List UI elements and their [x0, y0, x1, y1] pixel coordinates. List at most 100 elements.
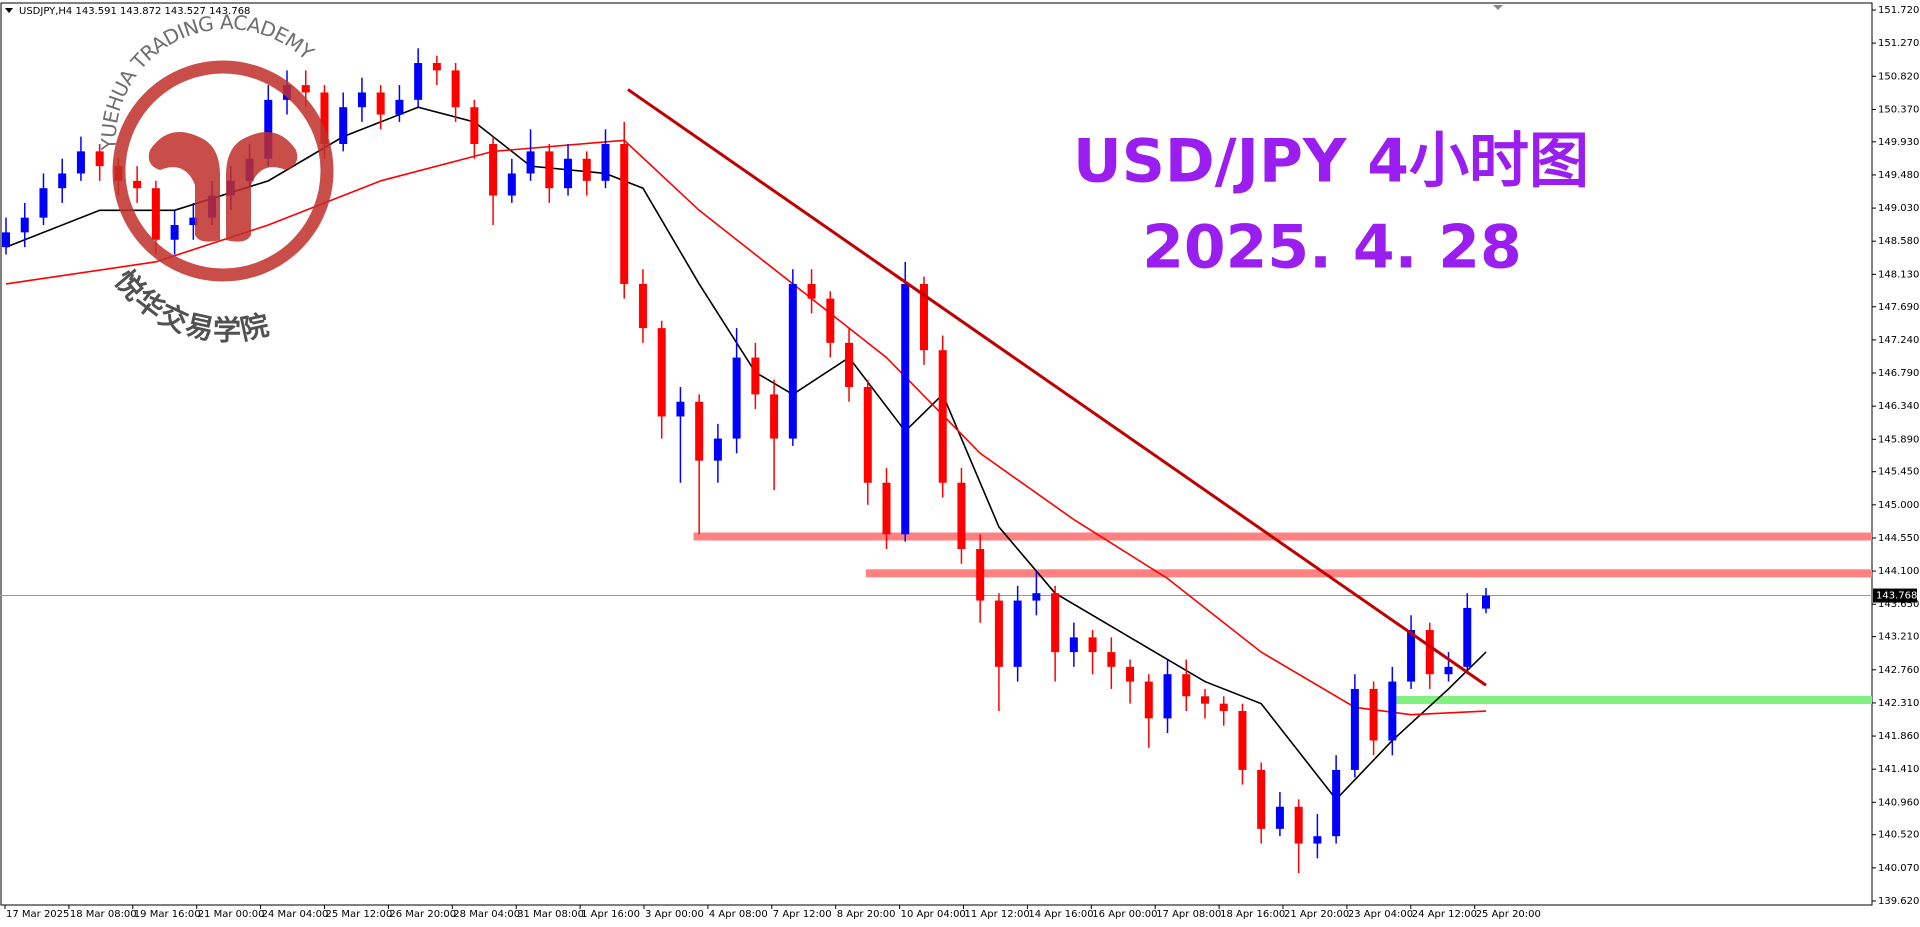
- candle-body: [1200, 696, 1209, 704]
- candle-body: [189, 217, 198, 226]
- y-tick-label: 151.270: [1878, 38, 1919, 49]
- level-zone: [1392, 695, 1872, 704]
- candle-body: [901, 283, 910, 535]
- candle-body: [638, 283, 647, 329]
- candle-body: [770, 394, 779, 439]
- candle-body: [1463, 607, 1472, 667]
- candle-body: [976, 549, 985, 601]
- candle-body: [676, 401, 685, 417]
- candle-body: [376, 92, 385, 115]
- y-tick-label: 143.210: [1878, 632, 1919, 643]
- x-tick-label: 19 Mar 16:00: [134, 909, 201, 920]
- candle-body: [788, 283, 797, 439]
- candle-body: [320, 92, 329, 145]
- candle-body: [845, 342, 854, 388]
- candle-body: [507, 173, 516, 196]
- x-tick-label: 18 Apr 16:00: [1220, 909, 1285, 920]
- y-tick-label: 142.760: [1878, 665, 1919, 676]
- candle-body: [470, 107, 479, 145]
- logo-leaf: [226, 132, 298, 242]
- candle-body: [582, 158, 591, 181]
- x-tick-label: 25 Apr 20:00: [1476, 909, 1541, 920]
- x-tick-label: 3 Apr 00:00: [645, 909, 704, 920]
- candle-body: [863, 387, 872, 483]
- y-tick-label: 146.340: [1878, 401, 1919, 412]
- candle-body: [882, 482, 891, 535]
- y-tick-label: 149.030: [1878, 203, 1919, 214]
- x-tick-label: 1 Apr 16:00: [581, 909, 640, 920]
- candle-body: [601, 144, 610, 181]
- candle-body: [414, 63, 423, 100]
- x-tick-label: 26 Mar 20:00: [389, 909, 456, 920]
- candle-body: [170, 225, 179, 240]
- level-zone: [865, 569, 1872, 578]
- candle-body: [1444, 666, 1453, 675]
- y-tick-label: 145.450: [1878, 467, 1919, 478]
- candle-body: [76, 151, 85, 174]
- x-tick-label: 14 Apr 16:00: [1028, 909, 1093, 920]
- y-tick-label: 142.310: [1878, 698, 1919, 709]
- candle-body: [58, 173, 67, 189]
- candle-body: [564, 158, 573, 189]
- candle-body: [1013, 600, 1022, 667]
- candle-body: [620, 144, 629, 284]
- x-tick-label: 7 Apr 12:00: [773, 909, 832, 920]
- last-price-box: [1873, 588, 1917, 603]
- candle-body: [1482, 595, 1490, 609]
- y-tick-label: 147.690: [1878, 302, 1919, 313]
- x-tick-label: 4 Apr 08:00: [709, 909, 768, 920]
- candle-body: [20, 217, 29, 233]
- x-tick-label: 31 Mar 08:00: [517, 909, 584, 920]
- candle-body: [1388, 681, 1397, 741]
- x-tick-label: 21 Mar 00:00: [198, 909, 265, 920]
- subtitle: 2025. 4. 28: [1142, 213, 1522, 283]
- x-tick-label: 10 Apr 04:00: [901, 909, 966, 920]
- candle-body: [657, 328, 666, 417]
- candle-body: [264, 99, 273, 159]
- logo-ring: [112, 60, 334, 282]
- candle-body: [1369, 688, 1378, 741]
- candle-body: [151, 188, 160, 240]
- candle-body: [339, 107, 348, 145]
- y-tick-label: 144.550: [1878, 533, 1919, 544]
- y-tick-label: 145.890: [1878, 434, 1919, 445]
- y-tick-label: 141.410: [1878, 764, 1919, 775]
- candle-body: [1219, 703, 1228, 712]
- y-tick-label: 151.720: [1878, 5, 1919, 16]
- y-tick-label: 140.520: [1878, 830, 1919, 841]
- candle-body: [133, 180, 142, 189]
- x-tick-label: 11 Apr 12:00: [965, 909, 1030, 920]
- candle-body: [545, 151, 554, 189]
- candle-body: [1144, 681, 1153, 719]
- y-tick-label: 143.650: [1878, 599, 1919, 610]
- candle-body: [1069, 637, 1078, 653]
- candle-body: [1126, 666, 1135, 682]
- candle-body: [39, 188, 48, 218]
- candle-body: [526, 151, 535, 174]
- y-tick-label: 141.860: [1878, 731, 1919, 742]
- header-icon: [5, 8, 13, 13]
- y-tick-label: 148.130: [1878, 269, 1919, 280]
- candle-body: [1313, 836, 1322, 844]
- y-tick-label: 150.370: [1878, 104, 1919, 115]
- x-tick-label: 21 Apr 20:00: [1284, 909, 1349, 920]
- candle-body: [489, 144, 498, 196]
- candle-body: [732, 357, 741, 439]
- y-tick-label: 149.480: [1878, 170, 1919, 181]
- x-tick-label: 28 Mar 04:00: [453, 909, 520, 920]
- candle-body: [1425, 630, 1434, 675]
- y-tick-label: 147.240: [1878, 335, 1919, 346]
- candle-body: [1032, 593, 1041, 601]
- y-tick-label: 145.000: [1878, 500, 1919, 511]
- x-tick-label: 23 Apr 04:00: [1348, 909, 1413, 920]
- candle-body: [938, 350, 947, 483]
- candle-body: [713, 438, 722, 461]
- x-tick-label: 17 Apr 08:00: [1156, 909, 1221, 920]
- header: USDJPY,H4 143.591 143.872 143.527 143.76…: [19, 6, 250, 17]
- y-tick-label: 140.960: [1878, 797, 1919, 808]
- y-tick-label: 140.070: [1878, 863, 1919, 874]
- candle-body: [2, 232, 10, 248]
- candle-body: [1257, 769, 1266, 829]
- scroll-marker: [1493, 5, 1503, 10]
